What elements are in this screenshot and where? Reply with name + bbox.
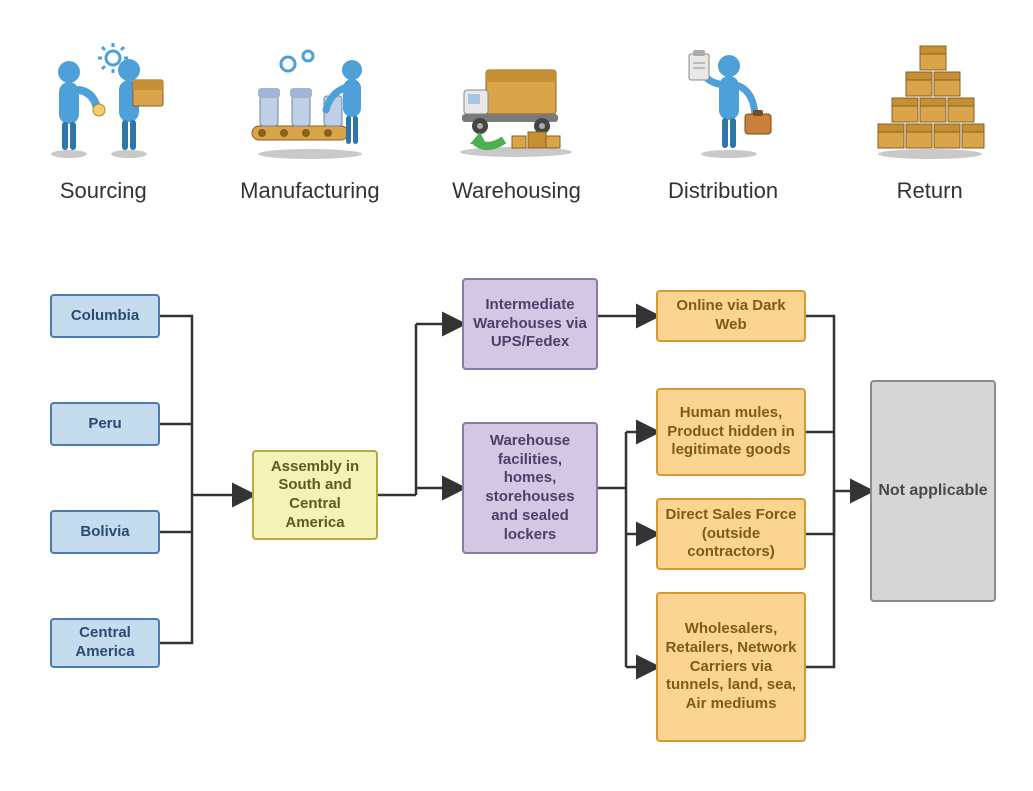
header-label: Distribution: [668, 178, 778, 204]
node-columbia: Columbia: [50, 294, 160, 338]
header-col-sourcing: Sourcing: [8, 40, 198, 230]
node-d3: Direct Sales Force (outside contractors): [656, 498, 806, 570]
manufacturing-icon: [240, 40, 380, 160]
header-label: Manufacturing: [240, 178, 379, 204]
node-wh2: Warehouse facilities, homes, storehouses…: [462, 422, 598, 554]
header-col-manufacturing: Manufacturing: [215, 40, 405, 230]
node-na: Not applicable: [870, 380, 996, 602]
header-col-return: Return: [835, 40, 1025, 230]
sourcing-icon: [33, 40, 173, 160]
header-row: Sourcing: [0, 40, 1033, 230]
warehousing-icon: [446, 40, 586, 160]
node-centralam: Central America: [50, 618, 160, 668]
header-label: Warehousing: [452, 178, 581, 204]
header-col-distribution: Distribution: [628, 40, 818, 230]
node-wh1: Intermediate Warehouses via UPS/Fedex: [462, 278, 598, 370]
distribution-icon: [653, 40, 793, 160]
header-label: Sourcing: [60, 178, 147, 204]
node-bolivia: Bolivia: [50, 510, 160, 554]
node-d1: Online via Dark Web: [656, 290, 806, 342]
node-d2: Human mules, Product hidden in legitimat…: [656, 388, 806, 476]
header-label: Return: [897, 178, 963, 204]
return-icon: [860, 40, 1000, 160]
node-peru: Peru: [50, 402, 160, 446]
header-col-warehousing: Warehousing: [421, 40, 611, 230]
node-d4: Wholesalers, Retailers, Network Carriers…: [656, 592, 806, 742]
node-assembly: Assembly in South and Central America: [252, 450, 378, 540]
